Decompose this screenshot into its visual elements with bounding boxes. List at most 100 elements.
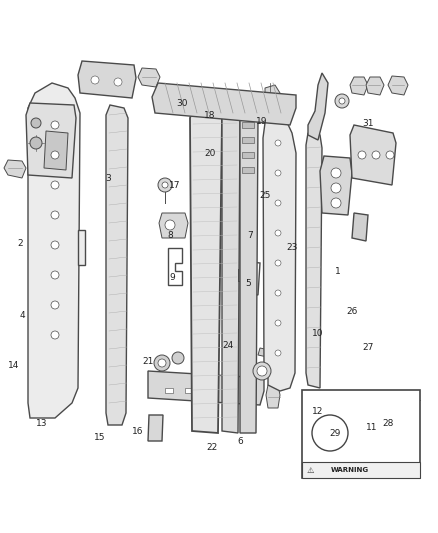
Bar bbox=[205, 388, 213, 393]
Bar bbox=[242, 137, 254, 143]
Circle shape bbox=[51, 241, 59, 249]
Circle shape bbox=[172, 352, 184, 364]
Circle shape bbox=[51, 271, 59, 279]
Circle shape bbox=[331, 198, 341, 208]
Circle shape bbox=[275, 290, 281, 296]
Text: 6: 6 bbox=[237, 437, 243, 446]
Text: 26: 26 bbox=[346, 306, 358, 316]
Circle shape bbox=[51, 211, 59, 219]
Text: 13: 13 bbox=[36, 418, 48, 427]
Circle shape bbox=[275, 140, 281, 146]
Polygon shape bbox=[26, 103, 76, 178]
Polygon shape bbox=[152, 83, 296, 125]
Text: 3: 3 bbox=[105, 174, 111, 182]
Polygon shape bbox=[352, 213, 368, 241]
Text: 11: 11 bbox=[366, 424, 378, 432]
Circle shape bbox=[30, 137, 42, 149]
Polygon shape bbox=[308, 73, 328, 140]
Polygon shape bbox=[44, 131, 68, 170]
Bar bbox=[302, 462, 420, 478]
Text: 24: 24 bbox=[223, 341, 233, 350]
Polygon shape bbox=[78, 61, 136, 98]
Polygon shape bbox=[320, 156, 352, 215]
Text: WARNING: WARNING bbox=[331, 467, 369, 473]
Circle shape bbox=[275, 200, 281, 206]
Bar bbox=[185, 388, 193, 393]
Circle shape bbox=[275, 260, 281, 266]
Text: 7: 7 bbox=[247, 230, 253, 239]
Circle shape bbox=[154, 355, 170, 371]
Circle shape bbox=[158, 359, 166, 367]
Text: 29: 29 bbox=[329, 429, 341, 438]
Polygon shape bbox=[148, 415, 163, 441]
Circle shape bbox=[331, 168, 341, 178]
Bar bbox=[302, 390, 420, 478]
Circle shape bbox=[358, 151, 366, 159]
Polygon shape bbox=[350, 77, 368, 95]
Bar bbox=[242, 122, 254, 128]
Polygon shape bbox=[138, 68, 160, 87]
Text: 27: 27 bbox=[362, 343, 374, 352]
Polygon shape bbox=[78, 230, 85, 265]
Text: 8: 8 bbox=[167, 230, 173, 239]
Circle shape bbox=[386, 151, 394, 159]
Text: 10: 10 bbox=[312, 328, 324, 337]
Text: ⚠: ⚠ bbox=[306, 465, 314, 474]
Circle shape bbox=[158, 178, 172, 192]
Circle shape bbox=[91, 76, 99, 84]
Bar bbox=[245, 388, 253, 393]
Circle shape bbox=[257, 366, 267, 376]
Text: 1: 1 bbox=[335, 266, 341, 276]
Circle shape bbox=[275, 320, 281, 326]
Polygon shape bbox=[28, 83, 80, 418]
Polygon shape bbox=[106, 105, 128, 425]
Circle shape bbox=[253, 362, 271, 380]
Text: 15: 15 bbox=[94, 433, 106, 442]
Text: 31: 31 bbox=[362, 118, 374, 127]
Circle shape bbox=[162, 182, 168, 188]
Polygon shape bbox=[222, 108, 240, 433]
Polygon shape bbox=[265, 85, 280, 105]
Circle shape bbox=[335, 94, 349, 108]
Circle shape bbox=[51, 151, 59, 159]
Circle shape bbox=[31, 118, 41, 128]
Polygon shape bbox=[366, 77, 384, 95]
Polygon shape bbox=[306, 133, 322, 388]
Text: 4: 4 bbox=[19, 311, 25, 319]
Text: 12: 12 bbox=[312, 407, 324, 416]
Circle shape bbox=[312, 415, 348, 451]
Text: 14: 14 bbox=[8, 360, 20, 369]
Circle shape bbox=[51, 331, 59, 339]
Circle shape bbox=[165, 220, 175, 230]
Text: 16: 16 bbox=[132, 426, 144, 435]
Text: 19: 19 bbox=[256, 117, 268, 125]
Polygon shape bbox=[159, 213, 188, 238]
Polygon shape bbox=[263, 113, 296, 391]
Circle shape bbox=[114, 78, 122, 86]
Bar bbox=[165, 388, 173, 393]
Polygon shape bbox=[388, 76, 408, 95]
Polygon shape bbox=[350, 125, 396, 185]
Polygon shape bbox=[148, 371, 264, 405]
Text: 21: 21 bbox=[142, 357, 154, 366]
Text: 22: 22 bbox=[206, 443, 218, 453]
Circle shape bbox=[275, 170, 281, 176]
Circle shape bbox=[51, 121, 59, 129]
Text: 25: 25 bbox=[259, 190, 271, 199]
Polygon shape bbox=[4, 160, 26, 178]
Polygon shape bbox=[258, 348, 274, 358]
Circle shape bbox=[51, 181, 59, 189]
Circle shape bbox=[331, 183, 341, 193]
Bar bbox=[242, 152, 254, 158]
Polygon shape bbox=[190, 105, 222, 433]
Circle shape bbox=[372, 151, 380, 159]
Text: 2: 2 bbox=[17, 238, 23, 247]
Text: 20: 20 bbox=[204, 149, 215, 157]
Text: 9: 9 bbox=[169, 273, 175, 282]
Circle shape bbox=[51, 301, 59, 309]
Polygon shape bbox=[240, 108, 258, 433]
Circle shape bbox=[339, 98, 345, 104]
Circle shape bbox=[275, 350, 281, 356]
Text: 30: 30 bbox=[176, 99, 188, 108]
Text: 18: 18 bbox=[204, 110, 216, 119]
